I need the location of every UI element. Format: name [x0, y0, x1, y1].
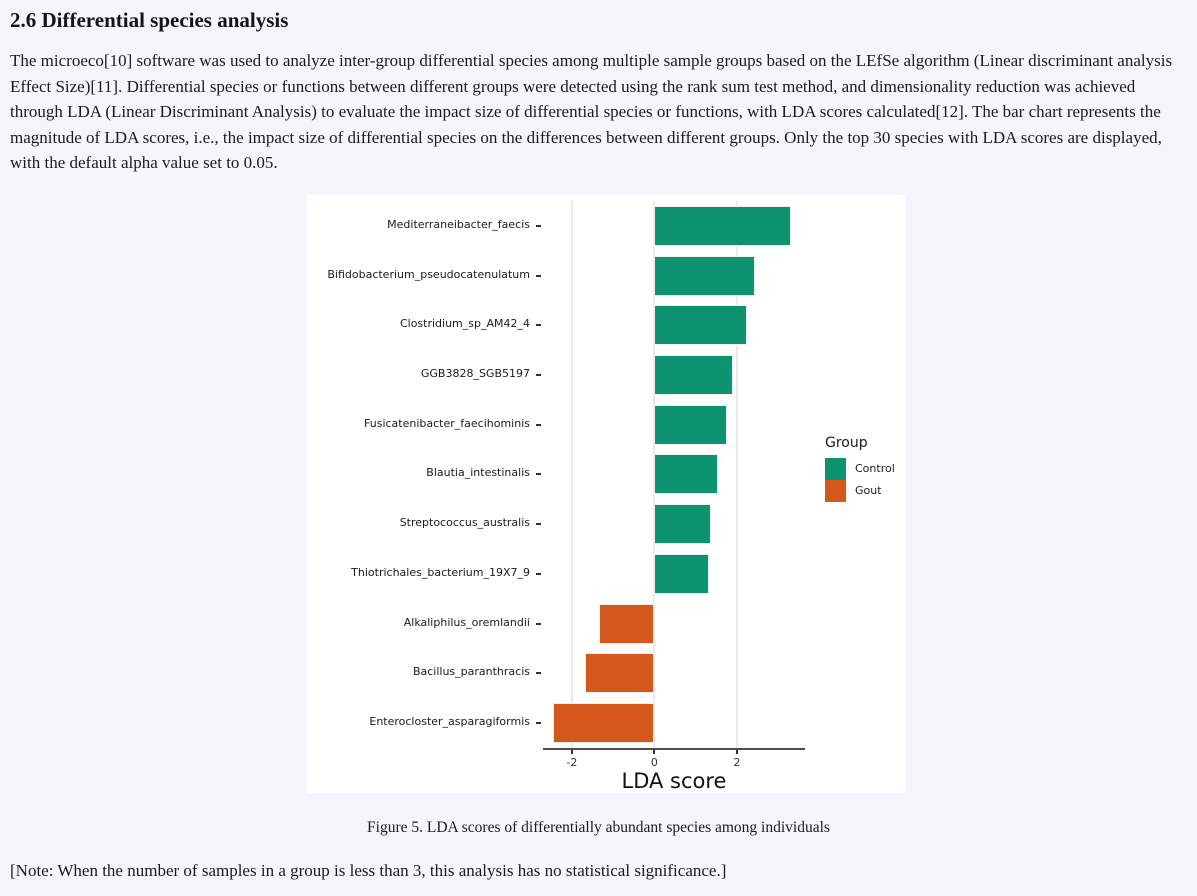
legend-label-gout: Gout [855, 484, 882, 498]
bar [585, 653, 655, 694]
body-paragraph: The microeco[10] software was used to an… [10, 51, 1173, 173]
x-axis-tick [735, 749, 738, 754]
section-heading: 2.6 Differential species analysis [10, 8, 289, 32]
x-axis-tick [570, 749, 573, 754]
y-axis-tick [536, 274, 541, 277]
bar [553, 703, 655, 744]
bar [654, 305, 748, 346]
category-label: Enterocloster_asparagiformis [369, 715, 530, 729]
figure-caption: Figure 5. LDA scores of differentially a… [367, 818, 830, 836]
legend-item-gout: Gout [825, 479, 895, 502]
bar [598, 603, 655, 644]
bar [654, 355, 733, 395]
x-axis-title: LDA score [621, 768, 727, 793]
bar [654, 454, 719, 495]
bar [654, 553, 710, 594]
bar [654, 404, 727, 445]
category-label: Blautia_intestinalis [426, 466, 530, 480]
category-label: Mediterraneibacter_faecis [387, 217, 530, 231]
y-axis-tick [536, 523, 541, 526]
y-axis-tick [536, 224, 541, 227]
category-label: Bacillus_paranthracis [412, 665, 530, 679]
y-axis-tick [536, 672, 541, 675]
category-label: Streptococcus_australis [399, 516, 530, 530]
y-axis-tick [536, 324, 541, 327]
y-axis-tick [536, 622, 541, 625]
category-label: Thiotrichales_bacterium_19X7_9 [351, 565, 530, 579]
category-label: Fusicatenibacter_faecihominis [364, 416, 530, 430]
category-label: GGB3828_SGB5197 [420, 367, 530, 380]
x-tick-label: -2 [566, 755, 578, 769]
note-text: [Note: When the number of samples in a g… [10, 860, 727, 880]
y-axis-tick [536, 374, 541, 376]
y-axis-tick [536, 572, 541, 575]
control-color-swatch [825, 457, 846, 480]
y-axis-tick [536, 423, 541, 426]
category-label: Clostridium_sp_AM42_4 [399, 317, 530, 331]
lda-score-bar-chart: Group Control Gout -2 0 2 LDA score Mediterr… [307, 194, 906, 793]
bar [654, 504, 711, 545]
bar [654, 205, 791, 246]
gridline [735, 200, 738, 748]
legend-title: Group [825, 434, 868, 451]
category-label: Alkaliphilus_oremlandii [403, 615, 530, 629]
x-axis-line [543, 747, 805, 750]
chart-legend: Group Control Gout [825, 435, 895, 502]
x-tick-label: 2 [733, 755, 741, 769]
bar [654, 255, 756, 296]
y-axis-tick [536, 473, 541, 476]
category-label: Bifidobacterium_pseudocatenulatum [327, 267, 530, 281]
x-tick-label: 0 [650, 755, 658, 769]
legend-label-control: Control [855, 462, 895, 476]
gridline [570, 200, 573, 748]
legend-item-control: Control [825, 457, 895, 480]
y-axis-tick [536, 722, 541, 725]
gout-color-swatch [825, 479, 846, 502]
x-axis-tick [653, 749, 656, 754]
